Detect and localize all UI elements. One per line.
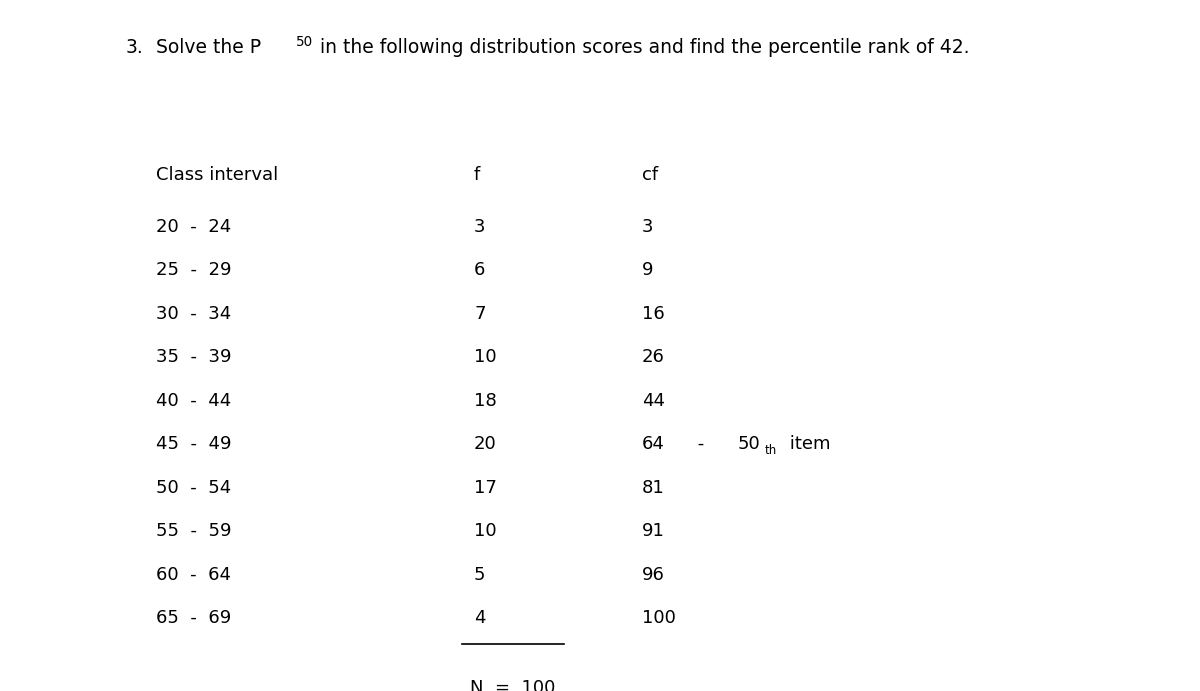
- Text: 64: 64: [642, 435, 665, 453]
- Text: 7: 7: [474, 305, 486, 323]
- Text: 9: 9: [642, 261, 654, 279]
- Text: 17: 17: [474, 479, 497, 497]
- Text: 44: 44: [642, 392, 665, 410]
- Text: 4: 4: [474, 609, 486, 627]
- Text: 3: 3: [474, 218, 486, 236]
- Text: 20  -  24: 20 - 24: [156, 218, 232, 236]
- Text: 30  -  34: 30 - 34: [156, 305, 232, 323]
- Text: 50  -  54: 50 - 54: [156, 479, 232, 497]
- Text: N  =  100: N = 100: [470, 679, 556, 691]
- Text: 3.: 3.: [126, 38, 144, 57]
- Text: 40  -  44: 40 - 44: [156, 392, 232, 410]
- Text: Solve the P: Solve the P: [156, 38, 262, 57]
- Text: 20: 20: [474, 435, 497, 453]
- Text: 35  -  39: 35 - 39: [156, 348, 232, 366]
- Text: 6: 6: [474, 261, 485, 279]
- Text: 50: 50: [296, 35, 313, 48]
- Text: th: th: [764, 444, 776, 457]
- Text: 96: 96: [642, 566, 665, 584]
- Text: 81: 81: [642, 479, 665, 497]
- Text: Class interval: Class interval: [156, 166, 278, 184]
- Text: 3: 3: [642, 218, 654, 236]
- Text: 50: 50: [738, 435, 761, 453]
- Text: item: item: [784, 435, 830, 453]
- Text: f: f: [474, 166, 480, 184]
- Text: cf: cf: [642, 166, 658, 184]
- Text: 25  -  29: 25 - 29: [156, 261, 232, 279]
- Text: 5: 5: [474, 566, 486, 584]
- Text: 100: 100: [642, 609, 676, 627]
- Text: 91: 91: [642, 522, 665, 540]
- Text: in the following distribution scores and find the percentile rank of 42.: in the following distribution scores and…: [314, 38, 970, 57]
- Text: 16: 16: [642, 305, 665, 323]
- Text: 10: 10: [474, 522, 497, 540]
- Text: 55  -  59: 55 - 59: [156, 522, 232, 540]
- Text: 10: 10: [474, 348, 497, 366]
- Text: 45  -  49: 45 - 49: [156, 435, 232, 453]
- Text: 18: 18: [474, 392, 497, 410]
- Text: 26: 26: [642, 348, 665, 366]
- Text: 65  -  69: 65 - 69: [156, 609, 232, 627]
- Text: -: -: [692, 435, 716, 453]
- Text: 60  -  64: 60 - 64: [156, 566, 230, 584]
